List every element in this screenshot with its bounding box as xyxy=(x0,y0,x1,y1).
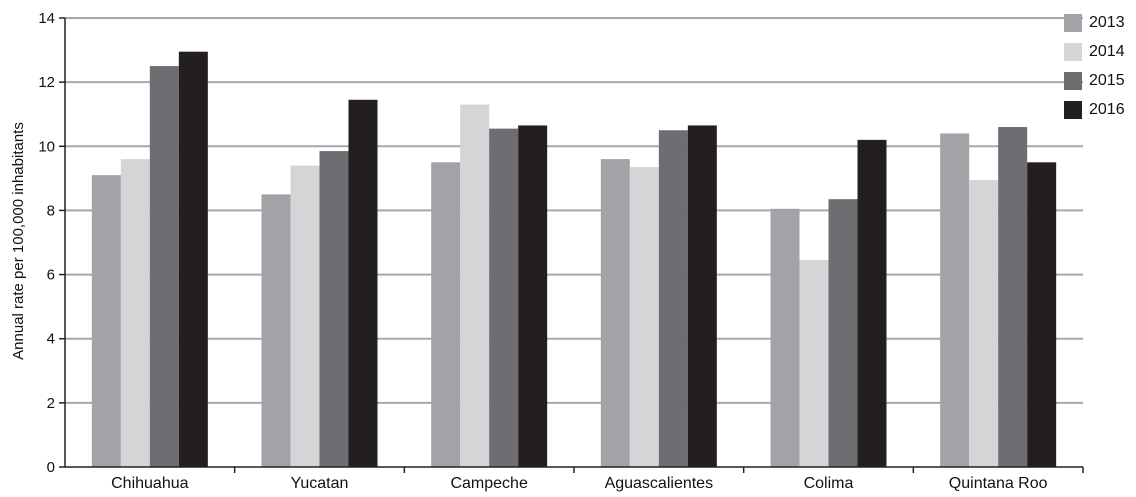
x-tick-label: Campeche xyxy=(450,475,527,492)
legend-item-2014: 2014 xyxy=(1064,43,1134,61)
y-tick-label: 4 xyxy=(47,331,55,348)
y-tick-label: 6 xyxy=(47,267,55,284)
bars xyxy=(91,51,1057,468)
bar-2016 xyxy=(178,51,208,468)
x-tick-label: Quintana Roo xyxy=(949,475,1048,492)
bar-2015 xyxy=(489,128,519,467)
y-tick-label: 14 xyxy=(38,10,55,27)
x-tick-label: Chihuahua xyxy=(111,475,189,492)
bar-2014 xyxy=(120,159,150,467)
y-tick-label: 8 xyxy=(47,202,55,219)
legend-label: 2015 xyxy=(1089,72,1125,89)
legend-swatch xyxy=(1064,43,1082,61)
legend-swatch xyxy=(1064,101,1082,119)
legend-label: 2016 xyxy=(1089,101,1125,118)
legend-swatch xyxy=(1064,14,1082,32)
y-axis-label: Annual rate per 100,000 inhabitants xyxy=(10,122,27,360)
y-tick-label: 2 xyxy=(47,395,55,412)
bar-2015 xyxy=(658,130,688,467)
bar-2016 xyxy=(687,125,717,468)
legend-swatch xyxy=(1064,72,1082,90)
legend-item-2016: 2016 xyxy=(1064,101,1134,119)
bar-2013 xyxy=(600,159,630,467)
legend-item-2015: 2015 xyxy=(1064,72,1134,90)
legend-label: 2013 xyxy=(1089,14,1125,31)
bar-2015 xyxy=(149,66,179,467)
bar-2015 xyxy=(828,199,858,468)
bar-2013 xyxy=(770,208,800,467)
y-tick-label: 0 xyxy=(47,459,55,476)
bar-2014 xyxy=(460,104,490,467)
bar-2016 xyxy=(1027,162,1057,468)
x-tick-label: Aguascalientes xyxy=(605,475,714,492)
legend-label: 2014 xyxy=(1089,43,1125,60)
bar-2015 xyxy=(998,127,1028,468)
bar-2016 xyxy=(857,139,887,467)
y-tick-label: 10 xyxy=(38,138,55,155)
y-tick-labels: 0 2 4 6 8 10 12 14 xyxy=(38,10,55,476)
bar-2014 xyxy=(629,167,659,467)
grid-lines xyxy=(59,17,1083,468)
bar-2016 xyxy=(348,99,378,468)
axes xyxy=(64,18,1084,473)
x-tick-label: Colima xyxy=(804,475,854,492)
y-tick-label: 12 xyxy=(38,74,55,91)
bar-2016 xyxy=(518,125,548,468)
legend: 2013 2014 2015 2016 xyxy=(1064,14,1134,130)
bar-2013 xyxy=(431,162,461,468)
legend-item-2013: 2013 xyxy=(1064,14,1134,32)
x-tick-label: Yucatan xyxy=(291,475,349,492)
bar-2013 xyxy=(261,194,291,467)
bar-2014 xyxy=(290,165,320,467)
bar-2014 xyxy=(969,179,999,468)
bar-2015 xyxy=(319,151,349,467)
bar-2014 xyxy=(799,260,829,467)
x-tick-labels: Chihuahua Yucatan Campeche Aguascalientes Co… xyxy=(111,475,1048,492)
bar-2013 xyxy=(91,175,121,467)
bar-2013 xyxy=(940,133,970,467)
